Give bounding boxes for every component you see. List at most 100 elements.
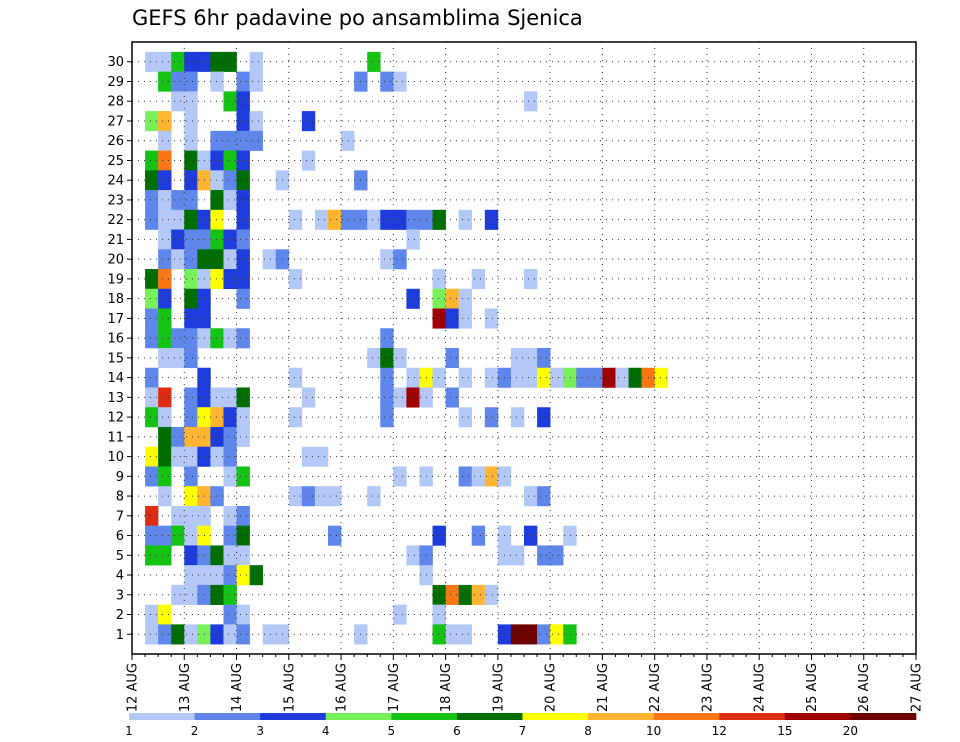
colorbar-segment <box>719 713 786 720</box>
heatmap-cell <box>210 624 224 645</box>
heatmap-cell <box>458 367 473 388</box>
colorbar-segment <box>456 713 523 720</box>
heatmap-cell <box>145 328 159 349</box>
heatmap-cell <box>471 466 486 487</box>
y-tick-label: 14 <box>107 371 124 386</box>
heatmap-cell <box>262 249 277 270</box>
heatmap-cell <box>145 387 159 408</box>
y-axis: 1234567891011121314151617181920212223242… <box>107 55 132 643</box>
heatmap-cell <box>158 249 172 270</box>
heatmap-cell <box>210 71 224 92</box>
heatmap-cell <box>380 348 394 369</box>
heatmap-cell <box>184 624 198 645</box>
heatmap-cell <box>158 545 172 566</box>
heatmap-cell <box>158 209 172 230</box>
heatmap-cell <box>145 505 159 526</box>
y-tick-label: 18 <box>107 292 124 307</box>
y-tick-label: 29 <box>107 75 124 90</box>
heatmap-cell <box>145 288 159 309</box>
colorbar-label: 8 <box>584 724 592 738</box>
heatmap-cell <box>210 387 224 408</box>
heatmap-cell <box>223 229 237 250</box>
heatmap-cell <box>223 91 237 112</box>
heatmap-cell <box>171 426 185 448</box>
heatmap-cell <box>458 624 473 645</box>
y-tick-label: 21 <box>107 233 124 248</box>
heatmap-cell <box>432 308 446 329</box>
heatmap-cell <box>210 130 224 151</box>
heatmap-cell <box>367 209 381 230</box>
heatmap-cell <box>171 209 185 230</box>
heatmap-cell <box>314 486 329 507</box>
heatmap-cell <box>471 584 486 605</box>
heatmap-cell <box>615 367 629 388</box>
heatmap-cell <box>236 91 250 112</box>
heatmap-cell <box>380 209 394 230</box>
heatmap-cell <box>380 249 394 270</box>
heatmap-cell <box>184 91 198 112</box>
x-tick-label: 17 AUG <box>387 663 402 712</box>
y-tick-label: 30 <box>107 55 124 70</box>
x-tick-label: 14 AUG <box>230 663 245 712</box>
heatmap-cell <box>158 229 172 250</box>
heatmap-cell <box>184 387 198 408</box>
heatmap-cell <box>510 407 525 428</box>
heatmap-cell <box>158 130 172 151</box>
heatmap-cell <box>432 604 446 625</box>
colorbar-segment <box>850 713 917 720</box>
heatmap-cell <box>484 466 499 487</box>
x-axis: 12 AUG 13 AUG 14 AUG 15 AUG 16 AUG 17 AUG 18 A… <box>126 654 925 712</box>
heatmap-cell <box>301 446 316 467</box>
heatmap-cell <box>458 466 473 487</box>
heatmap-cell <box>432 288 446 309</box>
colorbar-label: 10 <box>646 724 661 738</box>
y-tick-label: 13 <box>107 391 124 406</box>
heatmap-cell <box>654 367 669 388</box>
colorbar-label: 6 <box>453 724 461 738</box>
heatmap-cell <box>171 446 185 467</box>
y-tick-label: 27 <box>107 114 124 129</box>
x-tick-label: 25 AUG <box>805 663 820 712</box>
heatmap-cell <box>301 486 316 507</box>
colorbar-label: 15 <box>777 724 792 738</box>
colorbar-label: 5 <box>388 724 396 738</box>
heatmap-cell <box>550 367 564 388</box>
heatmap-cell <box>406 545 420 566</box>
heatmap-cell <box>184 505 198 526</box>
colorbar-segment <box>129 713 195 720</box>
heatmap-cell <box>236 407 250 428</box>
heatmap-cell <box>158 269 172 290</box>
heatmap-cell <box>236 426 250 448</box>
heatmap-cell <box>236 71 250 92</box>
heatmap-cell <box>145 525 159 546</box>
heatmap-cell <box>524 525 538 546</box>
colorbar-segment <box>260 713 327 720</box>
heatmap-cell <box>445 288 459 309</box>
heatmap-cell <box>445 584 459 605</box>
heatmap-cell <box>458 407 473 428</box>
heatmap-cell <box>341 130 355 151</box>
x-tick-label: 19 AUG <box>491 663 506 712</box>
heatmap-cell <box>223 51 237 72</box>
heatmap-cell <box>223 150 237 171</box>
heatmap-cell <box>484 209 499 230</box>
heatmap-cell <box>249 51 263 72</box>
y-tick-label: 22 <box>107 213 124 228</box>
heatmap-cell <box>171 71 185 92</box>
heatmap-cell <box>158 624 172 645</box>
y-tick-label: 10 <box>107 450 124 465</box>
heatmap-cell <box>510 624 525 645</box>
heatmap-cell <box>458 209 473 230</box>
colorbar-segment <box>391 713 458 720</box>
heatmap-cell <box>210 209 224 230</box>
heatmap-cell <box>249 565 263 586</box>
heatmap-cell <box>223 387 237 408</box>
heatmap-cell <box>210 584 224 605</box>
y-tick-label: 15 <box>107 351 124 366</box>
heatmap-cell <box>145 150 159 171</box>
y-tick-label: 5 <box>116 549 124 564</box>
y-tick-label: 11 <box>107 430 124 445</box>
heatmap-cell <box>145 308 159 329</box>
heatmap-cell <box>184 584 198 605</box>
y-tick-label: 4 <box>116 569 124 584</box>
